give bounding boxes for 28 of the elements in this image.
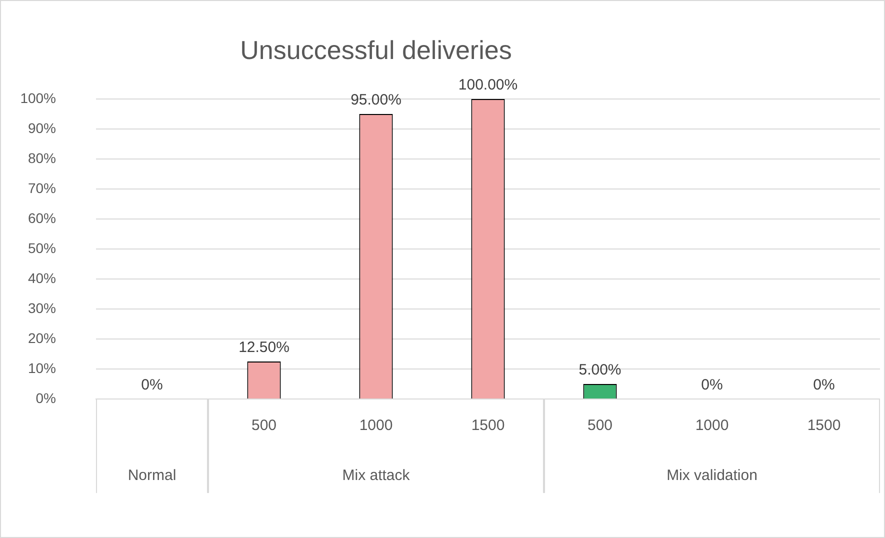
y-tick-label: 70% xyxy=(28,180,56,196)
data-label: 5.00% xyxy=(578,362,622,379)
data-label: 95.00% xyxy=(350,92,402,109)
y-tick-label: 20% xyxy=(28,330,56,346)
y-tick-label: 0% xyxy=(36,390,56,406)
x-tick-label: 500 xyxy=(251,417,277,434)
y-tick-label: 80% xyxy=(28,150,56,166)
x-tick-label: 1500 xyxy=(807,417,841,434)
data-label: 0% xyxy=(701,376,723,394)
x-axis-title: Mix validation xyxy=(666,467,758,484)
x-tick-label: 1000 xyxy=(695,417,729,434)
x-tick-label: 1000 xyxy=(359,417,393,434)
y-tick-label: 10% xyxy=(28,360,56,376)
chart-title: Unsuccessful deliveries xyxy=(239,35,513,66)
y-tick-label: 50% xyxy=(28,240,56,256)
data-label: 0% xyxy=(141,376,163,394)
y-tick-label: 40% xyxy=(28,270,56,286)
data-label: 12.50% xyxy=(238,339,290,356)
data-label: 100.00% xyxy=(458,76,518,94)
data-label: 0% xyxy=(813,376,835,394)
x-tick-label: 500 xyxy=(587,417,613,434)
y-tick-label: 100% xyxy=(20,90,56,106)
y-tick-label: 90% xyxy=(28,120,56,136)
x-axis-title: Normal xyxy=(128,467,176,484)
x-axis-title: Mix attack xyxy=(342,467,410,484)
y-tick-label: 30% xyxy=(28,300,56,316)
x-tick-label: 1500 xyxy=(471,417,505,434)
y-tick-label: 60% xyxy=(28,210,56,226)
